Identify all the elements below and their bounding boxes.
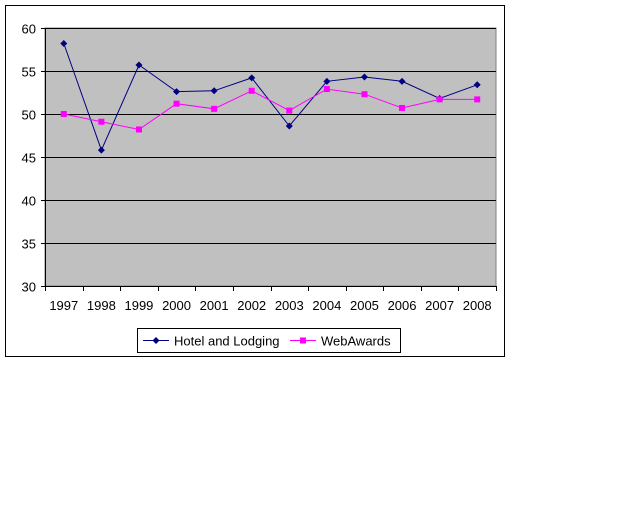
x-tick-label: 2003 xyxy=(275,298,304,313)
data-point xyxy=(173,88,181,96)
legend-label: Hotel and Lodging xyxy=(174,334,280,349)
x-tick-label: 2004 xyxy=(312,298,341,313)
data-point xyxy=(323,77,331,85)
series-group xyxy=(60,39,481,154)
data-point xyxy=(285,122,293,130)
legend-entry: WebAwards xyxy=(290,334,391,349)
data-point xyxy=(436,96,443,103)
legend: Hotel and Lodging WebAwards xyxy=(137,328,401,353)
line-chart: 30 35 40 45 50 55 60 1997 1998 1999 2000 2001 2002 20… xyxy=(22,22,497,353)
data-point xyxy=(248,87,255,94)
legend-label: WebAwards xyxy=(321,334,391,349)
legend-marker xyxy=(300,337,306,344)
chart-frame: 30 35 40 45 50 55 60 1997 1998 1999 2000 2001 2002 20… xyxy=(5,5,505,357)
legend-entry: Hotel and Lodging xyxy=(143,334,280,349)
data-point xyxy=(60,111,67,117)
series-webawards xyxy=(60,86,481,133)
data-point xyxy=(360,73,368,81)
data-point xyxy=(173,100,180,107)
data-point xyxy=(399,104,406,111)
data-point xyxy=(323,86,330,93)
y-tick-label: 40 xyxy=(22,194,36,209)
gridlines xyxy=(45,28,496,244)
data-point xyxy=(135,126,142,133)
x-tick-label: 2008 xyxy=(463,298,492,313)
data-point xyxy=(248,74,256,82)
x-tick-label: 1997 xyxy=(49,298,78,313)
data-point xyxy=(211,105,218,112)
x-tick-label: 1998 xyxy=(87,298,116,313)
data-point xyxy=(398,77,406,85)
series-hotel-and-lodging xyxy=(60,39,481,154)
y-tick-label: 50 xyxy=(22,108,36,123)
data-point xyxy=(473,81,481,89)
data-point xyxy=(98,118,105,125)
y-tick-label: 30 xyxy=(22,280,36,295)
x-tick-label: 2001 xyxy=(200,298,229,313)
y-tick-label: 35 xyxy=(22,237,36,252)
data-point xyxy=(361,91,368,98)
x-tick-label: 2002 xyxy=(237,298,266,313)
y-tick-label: 45 xyxy=(22,151,36,166)
axes: 30 35 40 45 50 55 60 1997 1998 1999 2000 2001 2002 20… xyxy=(22,22,497,313)
series-line xyxy=(63,43,478,152)
x-tick-label: 2006 xyxy=(388,298,417,313)
data-point xyxy=(135,61,143,69)
legend-box xyxy=(137,328,401,353)
x-tick-label: 2007 xyxy=(425,298,454,313)
x-tick-label: 2000 xyxy=(162,298,191,313)
x-tick-label: 2005 xyxy=(350,298,379,313)
x-tick-label: 1999 xyxy=(124,298,153,313)
data-point xyxy=(474,96,481,103)
y-tick-label: 60 xyxy=(22,22,36,37)
data-point xyxy=(286,107,293,114)
data-point xyxy=(210,87,218,95)
data-point xyxy=(97,146,105,154)
y-tick-label: 55 xyxy=(22,65,36,80)
series-line xyxy=(63,88,478,131)
legend-marker xyxy=(152,337,160,344)
data-point xyxy=(60,39,68,47)
